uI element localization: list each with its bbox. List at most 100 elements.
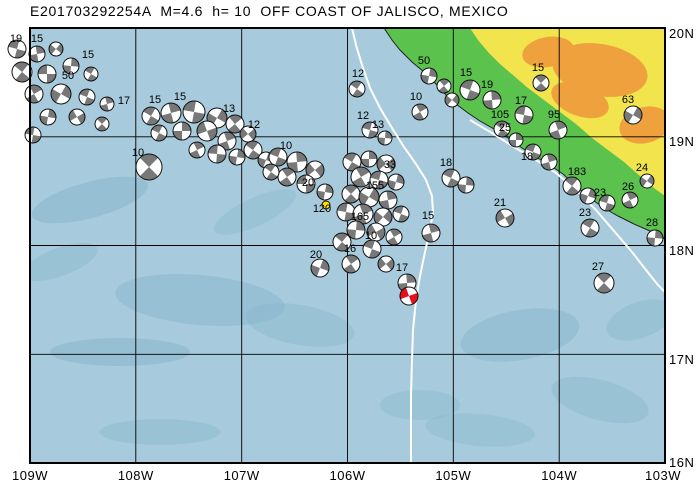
focal-mechanism-beachball bbox=[160, 102, 182, 124]
depth-label: 105 bbox=[491, 109, 509, 121]
focal-mechanism-beachball bbox=[68, 108, 86, 126]
focal-mechanism-beachball bbox=[366, 222, 386, 242]
bathymetry-patch bbox=[30, 243, 98, 281]
focal-mechanism-beachball bbox=[540, 153, 558, 171]
depth-label: 13 bbox=[223, 103, 235, 115]
focal-mechanism-beachball bbox=[83, 66, 99, 82]
focal-mechanism-beachball bbox=[420, 67, 438, 85]
depth-label: 15 bbox=[149, 94, 161, 106]
depth-label: 183 bbox=[568, 166, 586, 178]
focal-mechanism-beachball bbox=[277, 167, 297, 187]
depth-label: 18 bbox=[521, 151, 533, 163]
map-title: E201703292254A M=4.6 h= 10 OFF COAST OF … bbox=[30, 3, 509, 19]
x-axis-label: 104W bbox=[541, 468, 578, 483]
focal-mechanism-beachball bbox=[310, 258, 330, 278]
focal-mechanism-beachball bbox=[411, 103, 429, 121]
focal-mechanism-beachball bbox=[493, 120, 511, 138]
x-axis-label: 109W bbox=[12, 468, 48, 483]
mountain-terrain-patch bbox=[551, 81, 609, 119]
depth-label: 12 bbox=[352, 68, 364, 80]
depth-label: 20 bbox=[302, 177, 314, 189]
depth-label: 26 bbox=[622, 181, 634, 193]
x-axis-label: 108W bbox=[117, 468, 154, 483]
y-axis-label: 17N bbox=[669, 352, 695, 367]
mountain-terrain-patch bbox=[522, 36, 574, 68]
focal-mechanism-beachball bbox=[346, 220, 366, 240]
bathymetry-patch bbox=[425, 413, 535, 447]
depth-label: 17 bbox=[118, 95, 130, 107]
focal-mechanism-beachball bbox=[362, 239, 382, 259]
focal-mechanism-beachball bbox=[387, 173, 405, 191]
y-axis-label: 16N bbox=[669, 455, 695, 470]
depth-label: 19 bbox=[10, 33, 22, 45]
focal-mechanism-beachball bbox=[37, 64, 57, 84]
depth-label: 120 bbox=[313, 203, 331, 215]
focal-mechanism-beachball bbox=[50, 83, 72, 105]
focal-mechanism-beachball bbox=[421, 223, 441, 243]
focal-mechanism-beachball bbox=[350, 166, 372, 188]
focal-mechanism-beachball bbox=[48, 41, 64, 57]
focal-mechanism-beachball bbox=[286, 151, 308, 173]
focal-mechanism-beachball bbox=[524, 143, 542, 161]
x-axis-label: 106W bbox=[329, 468, 366, 483]
focal-mechanism-beachball bbox=[639, 173, 655, 189]
depth-label: 23 bbox=[579, 207, 591, 219]
focal-mechanism-beachball bbox=[598, 194, 616, 212]
bathymetry-patch bbox=[551, 376, 649, 424]
map-frame bbox=[29, 27, 666, 464]
focal-mechanism-beachball bbox=[332, 232, 352, 252]
focal-mechanism-beachball bbox=[172, 121, 192, 141]
focal-mechanism-beachball bbox=[352, 203, 374, 225]
focal-mechanism-beachball bbox=[457, 176, 475, 194]
focal-mechanism-beachball bbox=[376, 154, 396, 174]
focal-mechanism-beachball bbox=[296, 174, 316, 194]
focal-mechanism-beachball bbox=[207, 144, 227, 164]
epicenter-dot bbox=[321, 200, 331, 210]
depth-label: 12 bbox=[357, 110, 369, 122]
depth-label: 15 bbox=[532, 62, 544, 74]
focal-mechanism-beachball bbox=[182, 100, 206, 124]
bathymetry-patch bbox=[31, 176, 149, 224]
focal-mechanism-beachball bbox=[135, 153, 163, 181]
focal-mechanism-beachball bbox=[548, 120, 568, 140]
focal-mechanism-beachball bbox=[62, 57, 80, 75]
focal-mechanism-beachball bbox=[378, 190, 398, 210]
focal-mechanism-beachball bbox=[217, 131, 237, 151]
focal-mechanism-beachball bbox=[7, 39, 27, 59]
fracture-zone-line bbox=[351, 28, 435, 463]
focal-mechanism-beachball bbox=[580, 218, 600, 238]
focal-mechanism-beachball bbox=[228, 148, 246, 166]
depth-label: 15 bbox=[460, 67, 472, 79]
bathymetry-patch bbox=[115, 274, 285, 326]
depth-label: 13 bbox=[372, 119, 384, 131]
focal-mechanism-beachball bbox=[11, 61, 33, 83]
depth-label: 165 bbox=[351, 211, 369, 223]
x-axis-label: 103W bbox=[645, 468, 681, 483]
focal-mechanism-beachball bbox=[495, 208, 515, 228]
y-axis-label: 18N bbox=[669, 243, 695, 258]
depth-label: 33 bbox=[384, 159, 396, 171]
depth-label: 50 bbox=[62, 70, 74, 82]
focal-mechanism-beachball bbox=[336, 202, 356, 222]
focal-mechanism-beachball bbox=[78, 88, 96, 106]
focal-mechanism-beachball bbox=[188, 141, 206, 159]
focal-mechanism-beachball bbox=[392, 205, 410, 223]
focal-mechanism-beachball bbox=[361, 121, 379, 139]
depth-label: 19 bbox=[481, 79, 493, 91]
depth-label: 25 bbox=[499, 122, 511, 134]
focal-mechanism-beachball bbox=[94, 116, 110, 132]
depth-label: 17 bbox=[515, 95, 527, 107]
focal-mechanism-beachball bbox=[646, 229, 664, 247]
focal-mechanism-beachball bbox=[316, 183, 334, 201]
depth-label: 95 bbox=[548, 109, 560, 121]
main-event-beachball bbox=[399, 286, 419, 306]
depth-label: 18 bbox=[440, 157, 452, 169]
focal-mechanism-beachball bbox=[623, 105, 643, 125]
bathymetry-patch bbox=[50, 338, 190, 366]
focal-mechanism-beachball bbox=[239, 125, 257, 143]
focal-mechanism-beachball bbox=[348, 80, 366, 98]
focal-mechanism-beachball bbox=[508, 132, 524, 148]
depth-label: 155 bbox=[366, 180, 384, 192]
